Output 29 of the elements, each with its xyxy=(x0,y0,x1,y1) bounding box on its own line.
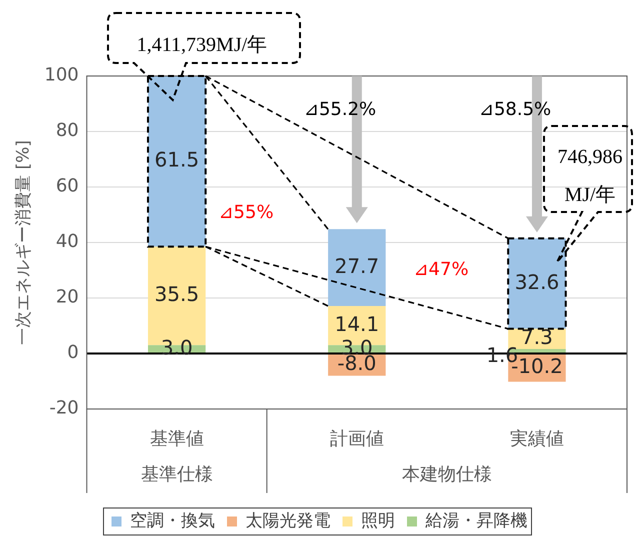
legend-label: 空調・換気 xyxy=(130,510,215,531)
y-tick-label: 20 xyxy=(56,286,79,308)
x-tick-label: 実績値 xyxy=(510,428,564,450)
data-label: 27.7 xyxy=(334,254,380,278)
annotation: 746,986 MJ/年 xyxy=(558,146,622,206)
annotation: ⊿55% xyxy=(218,202,274,223)
data-label: 14.1 xyxy=(334,312,380,336)
x-tick-label: 基準値 xyxy=(150,428,204,450)
annotation: ⊿47% xyxy=(413,258,469,280)
text: 基準仕様 xyxy=(140,464,213,485)
y-tick-label: 100 xyxy=(44,64,79,86)
legend-label: 給湯・昇降機 xyxy=(424,510,528,531)
y-tick-label: 80 xyxy=(56,120,79,142)
y-tick-label: 0 xyxy=(67,342,79,364)
text: 本建物仕様 xyxy=(402,464,492,485)
x-tick-label: 計画値 xyxy=(330,428,384,450)
data-label: 35.5 xyxy=(154,282,200,306)
y-tick-label: -20 xyxy=(49,398,79,419)
annotation: ⊿55.2% xyxy=(304,98,376,120)
annotation: 1,411,739MJ/年 xyxy=(136,34,268,56)
data-label: 32.6 xyxy=(514,270,560,294)
data-label: 61.5 xyxy=(154,148,200,172)
legend-label: 照明 xyxy=(361,510,395,531)
legend-label: 太陽光発電 xyxy=(246,510,330,531)
y-tick-label: 40 xyxy=(56,231,79,252)
y-axis-title: 一次エネルギー消費量 [%] xyxy=(14,140,34,345)
data-label: 7.3 xyxy=(521,325,553,350)
y-tick-label: 60 xyxy=(56,176,79,197)
annotation: ⊿58.5% xyxy=(478,98,552,120)
